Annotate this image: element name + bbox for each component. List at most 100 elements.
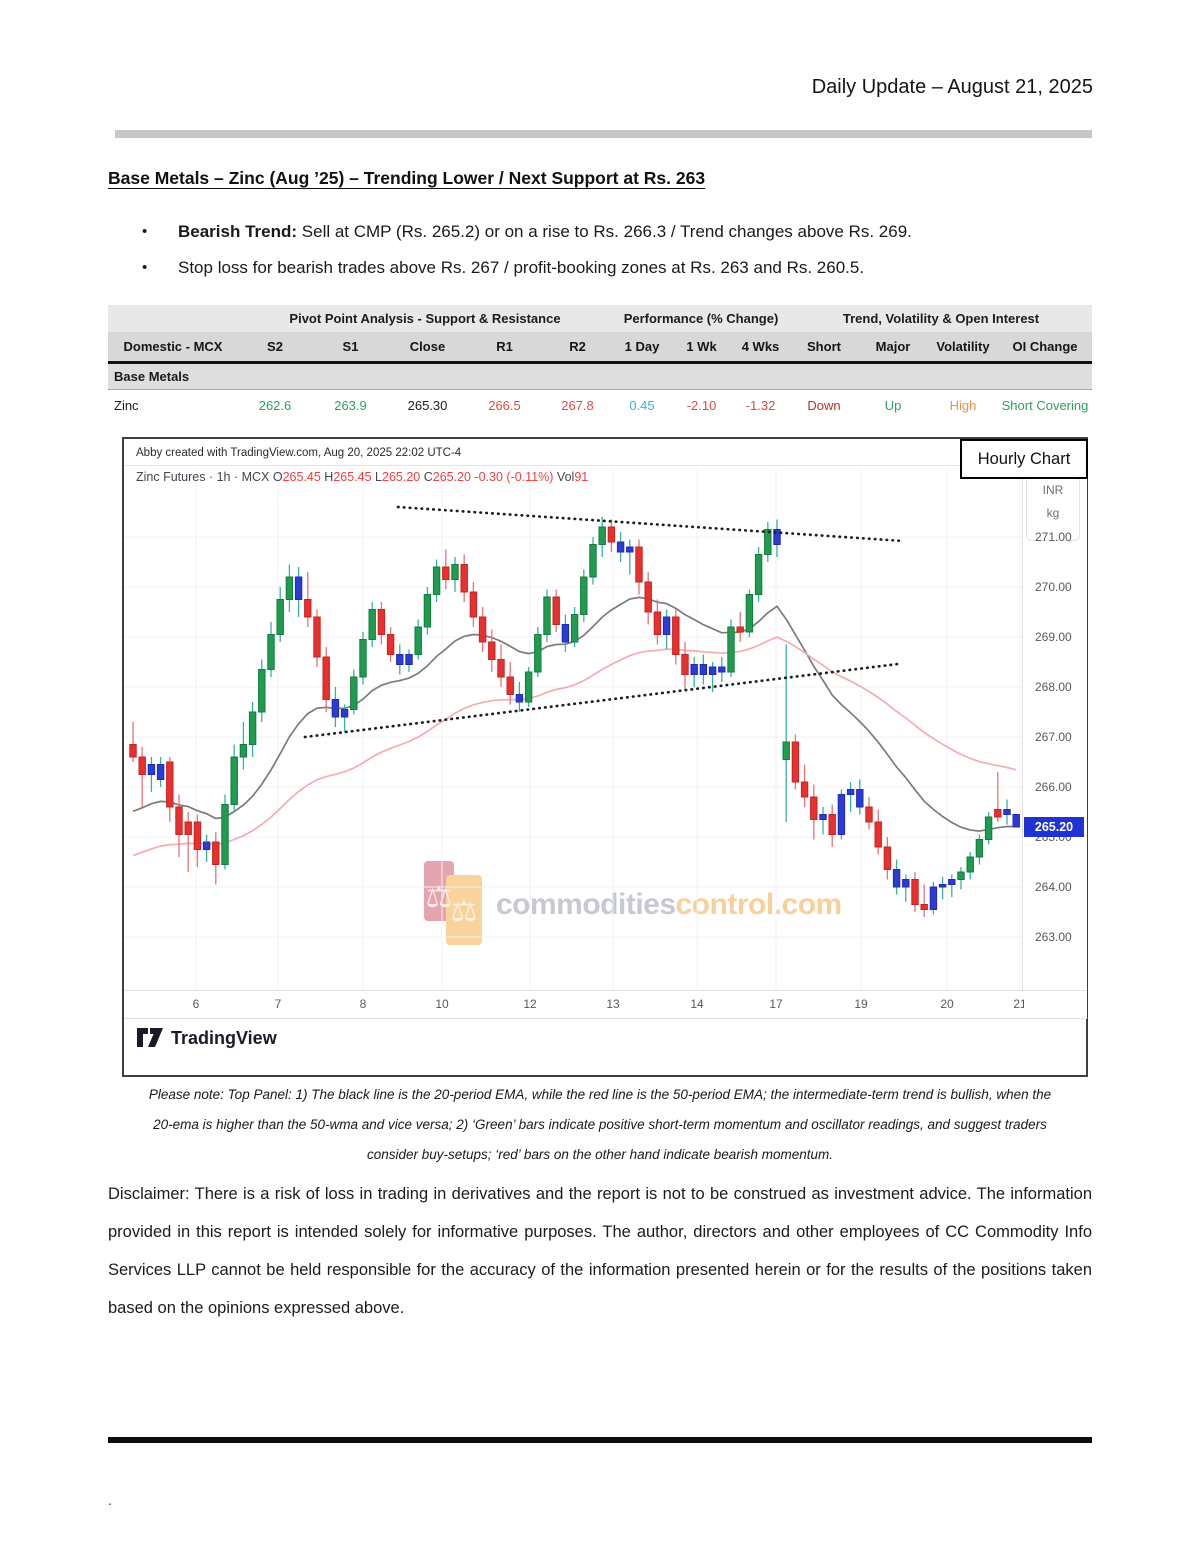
legend-ohlc-value: 265.20	[382, 470, 424, 484]
table-group-header-spacer	[108, 305, 238, 332]
table-column-header: 4 Wks	[741, 339, 780, 354]
x-axis-label: 14	[690, 997, 704, 1011]
candle-body	[1012, 814, 1020, 828]
candle-body	[469, 591, 478, 618]
candle-body	[423, 594, 432, 628]
table-cell-value: Short Covering	[1001, 398, 1089, 413]
table-column-header: 1 Wk	[686, 339, 717, 354]
x-axis-label: 6	[192, 997, 200, 1011]
svg-text:⚖: ⚖	[451, 895, 478, 928]
legend-vol-label: Vol	[556, 470, 575, 484]
candle-body	[598, 526, 606, 545]
legend-ohlc-key: H	[324, 470, 334, 484]
table-column-header: 1 Day	[624, 339, 660, 354]
trendline-dotted	[396, 505, 905, 543]
candle-body	[166, 761, 174, 808]
candle-body	[699, 664, 708, 675]
x-axis-label: 21	[1013, 997, 1024, 1011]
last-price-badge: 265.20	[1024, 817, 1084, 837]
table-cell-value: Down	[807, 398, 841, 413]
candle-body	[350, 676, 358, 710]
candle-body	[892, 869, 901, 888]
candle-body	[902, 879, 910, 888]
candle-body	[147, 764, 156, 775]
table-group-header: Trend, Volatility & Open Interest	[842, 311, 1040, 326]
tradingview-logo: TradingView	[136, 1027, 277, 1049]
candle-body	[331, 699, 340, 718]
candle-body	[626, 546, 634, 553]
table-cell-value: 267.8	[561, 398, 594, 413]
candle-body	[754, 554, 763, 595]
price-chart: ⚖ ⚖ commoditiescontrol.com Abby created …	[122, 437, 1088, 1077]
table-section-row: Base Metals	[108, 364, 1092, 390]
candle-body	[764, 529, 772, 555]
candle-body	[736, 626, 744, 633]
candle-body	[635, 546, 643, 583]
candle-body	[138, 756, 146, 775]
candle-body	[570, 614, 579, 643]
chart-note-line1: Please note: Top Panel: 1) The black lin…	[148, 1087, 1052, 1102]
candle-body	[276, 599, 284, 635]
table-cell-value: -1.32	[745, 398, 776, 413]
watermark-text-2: control.com	[675, 888, 843, 921]
candle-body	[681, 654, 689, 675]
candle-body	[883, 846, 892, 870]
table-cell-value: 262.6	[258, 398, 292, 413]
candle-body	[230, 756, 238, 805]
unit-kg: kg	[1046, 506, 1060, 520]
candle-body	[322, 656, 330, 700]
candle-body	[377, 609, 386, 635]
candle-body	[442, 566, 450, 580]
candlestick-plot	[124, 469, 1022, 990]
candle-body	[690, 664, 698, 675]
table-column-header: R2	[569, 339, 586, 354]
candle-body	[543, 596, 551, 635]
legend-ohlc-value: 265.45	[282, 470, 325, 484]
candle-body	[405, 654, 413, 665]
y-axis-label: 269.00	[1035, 630, 1072, 644]
candle-body	[193, 821, 202, 850]
legend-ohlc-key: O	[272, 470, 283, 484]
candle-body	[773, 529, 781, 545]
candle-body	[267, 634, 275, 670]
candle-body	[810, 796, 818, 820]
bullet-text: Sell at CMP (Rs. 265.2) or on a rise to …	[297, 222, 912, 241]
candle-body	[304, 599, 312, 618]
candle-body	[948, 879, 956, 885]
chart-legend: Zinc Futures · 1h · MCX O265.45 H265.45 …	[136, 470, 588, 484]
candle-body	[368, 609, 376, 640]
candle-body	[837, 794, 846, 835]
bullet-text: Stop loss for bearish trades above Rs. 2…	[178, 258, 865, 277]
x-axis-label: 13	[606, 997, 620, 1011]
candle-body	[561, 624, 570, 643]
candle-body	[911, 879, 919, 905]
candle-body	[156, 764, 165, 780]
tradingview-logo-icon	[137, 1028, 163, 1047]
candle-body	[975, 839, 984, 858]
y-axis-label: 267.00	[1035, 730, 1072, 744]
ema-50-line	[132, 636, 1017, 857]
attribution-separator	[124, 465, 1086, 466]
table-column-header: S2	[267, 339, 283, 354]
candle-body	[984, 816, 993, 840]
table-cell-value: Up	[884, 398, 902, 413]
table-column-header-row: Domestic - MCX S2 S1 Close R1 R2 1 Day 1 Wk 4 Wk…	[108, 332, 1092, 364]
table-cell-value: High	[949, 398, 977, 413]
candle-body	[966, 856, 974, 873]
chart-attribution: Abby created with TradingView.com, Aug 2…	[136, 447, 462, 459]
table-cell-value: 263.9	[334, 398, 367, 413]
candle-body	[856, 789, 864, 808]
candle-body	[644, 581, 652, 613]
legend-ohlc-key: L	[375, 470, 382, 484]
unit-inr: INR	[1042, 483, 1064, 497]
candle-body	[800, 781, 809, 798]
table-cell-commodity: Zinc	[114, 398, 139, 413]
chart-note-line2: 20-ema is higher than the 50-wma and vic…	[153, 1117, 1047, 1132]
table-row: Zinc 262.6 263.9 265.30 266.5 267.8 0.45 -2.10 -…	[108, 390, 1092, 421]
y-axis-label: 268.00	[1035, 680, 1072, 694]
table-cell-value: -2.10	[686, 398, 717, 413]
candle-body	[515, 694, 524, 703]
candle-body	[929, 886, 938, 910]
candle-body	[506, 676, 514, 695]
candle-body	[294, 576, 303, 600]
